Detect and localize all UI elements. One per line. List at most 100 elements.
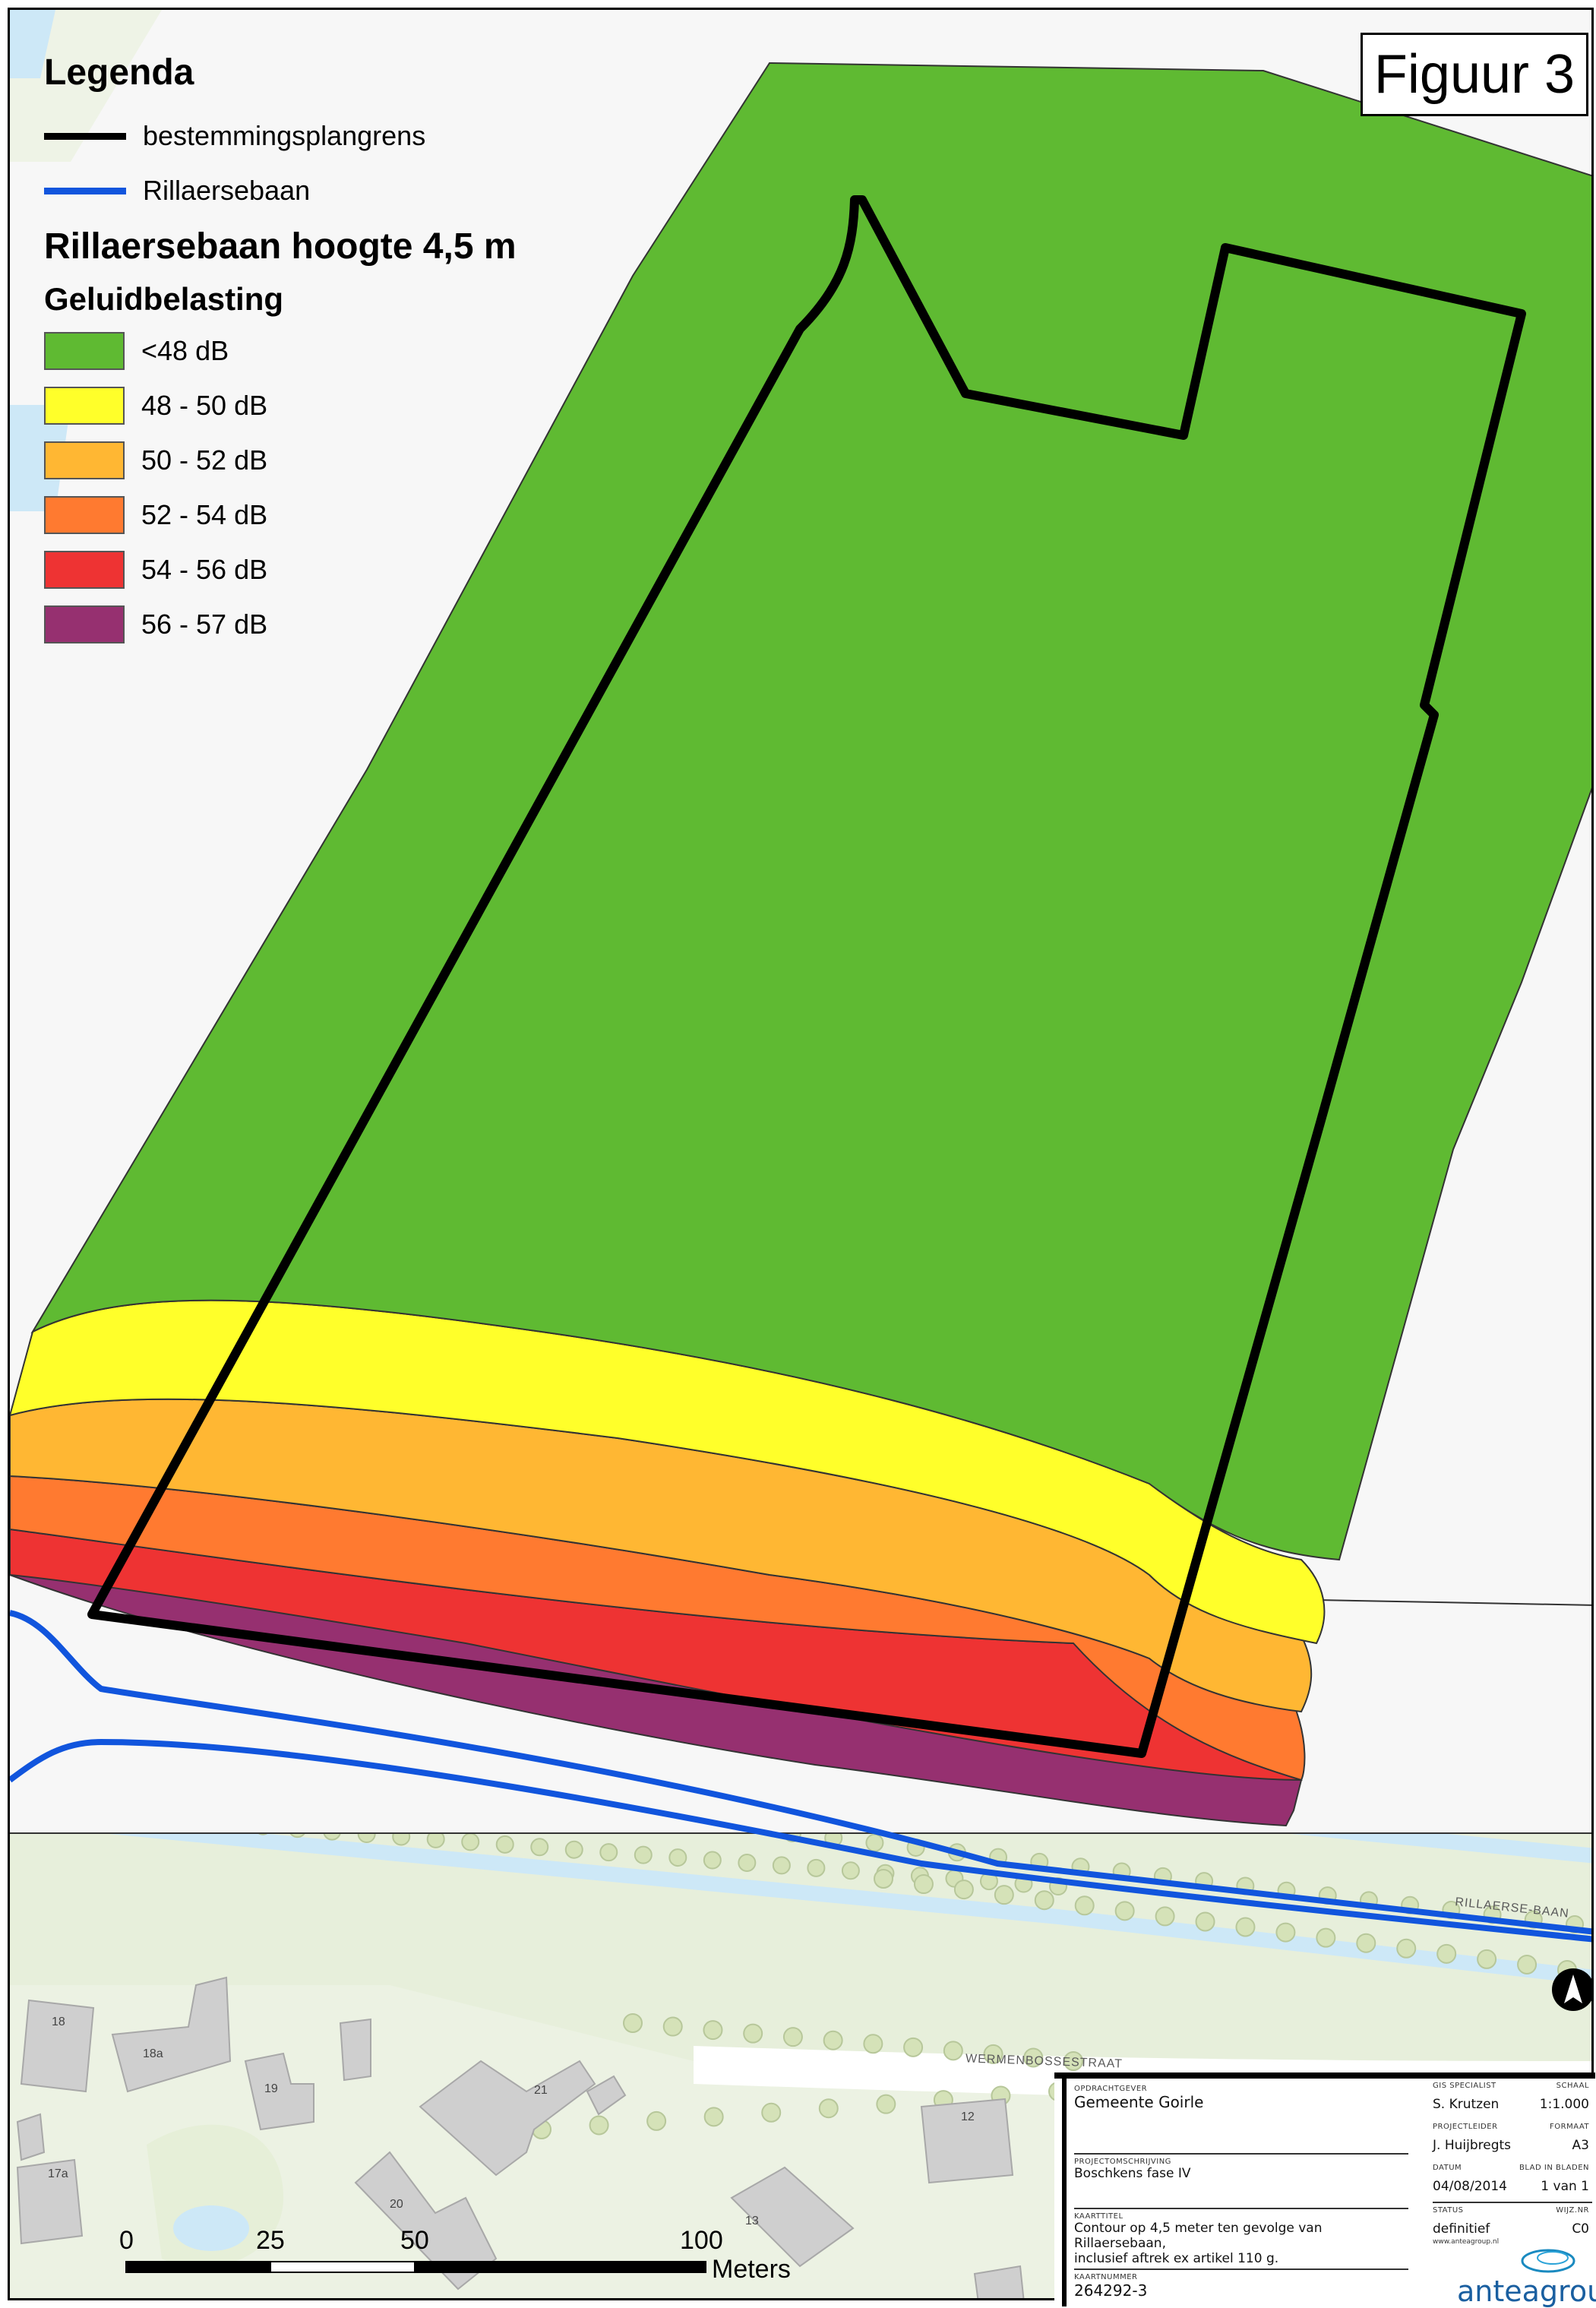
legend-item-boundary: bestemmingsplangrens [44, 116, 576, 156]
color-swatch [44, 387, 125, 425]
scale-tick-label: 0 [119, 2226, 134, 2255]
field-value: 04/08/2014 [1433, 2179, 1507, 2194]
gis-row: GIS SPECIALIST S. Krutzen SCHAAL 1:1.000 [1433, 2079, 1592, 2121]
building [244, 2052, 314, 2131]
projectleider-row: PROJECTLEIDER J. Huijbregts FORMAAT A3 [1433, 2120, 1592, 2162]
figure-label: Figuur 3 [1361, 33, 1588, 116]
legend-class: 56 - 57 dB [44, 605, 576, 644]
legend-class-label: 52 - 54 dB [141, 499, 268, 530]
tree [761, 2102, 782, 2123]
water-area [10, 10, 55, 78]
tree [1023, 2047, 1044, 2068]
field-value: 1 van 1 [1541, 2179, 1589, 2194]
color-swatch [44, 551, 125, 589]
legend-class: 48 - 50 dB [44, 386, 576, 425]
tree [994, 1885, 1014, 1905]
road-line [10, 1738, 1591, 1943]
field-label: PROJECTLEIDER [1433, 2123, 1498, 2131]
field-label: BLAD IN BLADEN [1519, 2164, 1589, 2172]
road-line-swatch [44, 187, 126, 194]
pond [173, 2205, 249, 2251]
tree [1275, 1922, 1296, 1943]
tree [599, 1843, 618, 1862]
field-label: SCHAAL [1556, 2082, 1589, 2090]
field-value: S. Krutzen [1433, 2097, 1500, 2112]
building [111, 1976, 232, 2093]
logo-text: anteagroup [1457, 2275, 1596, 2308]
house-number: 21 [534, 2084, 548, 2097]
tree [1074, 1895, 1095, 1916]
tree [662, 2016, 683, 2037]
tree [841, 1861, 860, 1880]
field-label: FORMAAT [1550, 2123, 1589, 2131]
field-label: PROJECTOMSCHRIJVING [1074, 2158, 1171, 2166]
legend-label: bestemmingsplangrens [143, 120, 426, 151]
tree [1063, 2051, 1083, 2071]
legend: Legenda bestemmingsplangrens Rillaerseba… [44, 52, 576, 659]
tree [823, 2030, 843, 2050]
field-label: KAARTNUMMER [1074, 2273, 1138, 2281]
tree [589, 2115, 609, 2136]
tree [772, 1856, 791, 1875]
building [16, 2113, 46, 2161]
tree [903, 2037, 924, 2057]
road-line [10, 1610, 1591, 1935]
house-number: 18 [52, 2016, 65, 2028]
building [339, 2018, 371, 2082]
building [730, 2166, 855, 2268]
color-swatch [44, 332, 125, 370]
tree [863, 2034, 883, 2054]
field-value: 1:1.000 [1539, 2097, 1589, 2112]
legend-label: Rillaersebaan [143, 175, 311, 206]
datum-row: DATUM 04/08/2014 BLAD IN BLADEN 1 van 1 [1433, 2161, 1592, 2203]
house-number: 19 [264, 2082, 278, 2095]
legend-class: <48 dB [44, 331, 576, 371]
tree [1155, 1906, 1175, 1927]
color-swatch [44, 441, 125, 479]
scale-bar: 0 25 50 100 Meters [119, 2226, 809, 2287]
tree [564, 1840, 583, 1859]
field-label: GIS SPECIALIST [1433, 2082, 1496, 2090]
kaarttitel-field: KAARTTITEL Contour op 4,5 meter ten gevo… [1074, 2208, 1408, 2266]
field-label: DATUM [1433, 2164, 1462, 2172]
color-swatch [44, 496, 125, 534]
tree [461, 1832, 480, 1851]
tree [530, 1838, 549, 1857]
tree [1356, 1933, 1376, 1953]
contour-lt-48 [30, 62, 1591, 1561]
field-label: KAARTTITEL [1074, 2212, 1124, 2221]
title-block-right: GIS SPECIALIST S. Krutzen SCHAAL 1:1.000… [1427, 2079, 1596, 2308]
legend-title: Legenda [44, 52, 194, 93]
house-number: 18a [143, 2047, 163, 2060]
building [20, 1999, 95, 2093]
field-value: Contour op 4,5 meter ten gevolge van Ril… [1074, 2221, 1323, 2251]
legend-class: 52 - 54 dB [44, 495, 576, 535]
house-number: 13 [745, 2215, 759, 2227]
legend-item-road: Rillaersebaan [44, 171, 576, 210]
tree [1195, 1911, 1215, 1932]
tree [818, 2098, 839, 2119]
tree [738, 1853, 757, 1872]
tree [703, 2107, 724, 2127]
building [973, 2265, 1025, 2298]
field-label: OPDRACHTGEVER [1074, 2085, 1148, 2093]
house-number: 12 [961, 2110, 975, 2123]
map-frame: Legenda bestemmingsplangrens Rillaerseba… [8, 8, 1594, 2300]
ditch [101, 1818, 1591, 1985]
tree [782, 2027, 803, 2047]
tree [953, 1880, 974, 1900]
house-number: 17a [48, 2167, 68, 2180]
buildings [16, 1976, 1025, 2298]
rillaersebaan-line [10, 1610, 1591, 1943]
tree [807, 1858, 826, 1877]
scale-tick-label: 50 [400, 2226, 429, 2255]
building [586, 2075, 627, 2116]
tree [1436, 1943, 1457, 1964]
building [419, 2060, 596, 2177]
tree [1517, 1954, 1538, 1974]
building [920, 2098, 1014, 2184]
scale-segment [270, 2261, 416, 2273]
legend-class-label: 50 - 52 dB [141, 444, 268, 476]
field-label: STATUS [1433, 2206, 1464, 2215]
field-value: Gemeente Goirle [1074, 2093, 1204, 2111]
